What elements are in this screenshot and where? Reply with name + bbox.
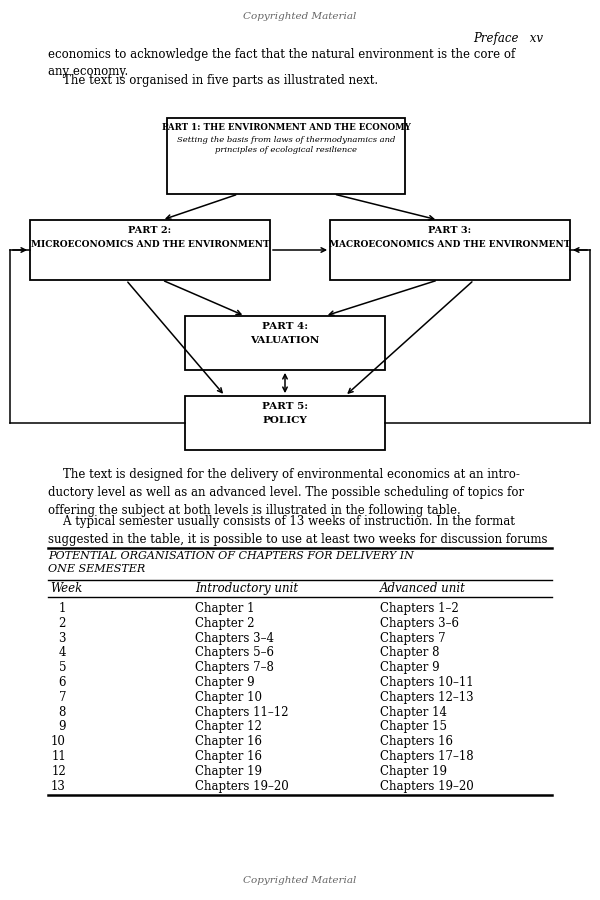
Text: Chapters 3–6: Chapters 3–6	[380, 616, 459, 630]
Text: 4: 4	[59, 646, 66, 660]
Text: Chapters 16: Chapters 16	[380, 735, 453, 748]
Text: 11: 11	[51, 750, 66, 763]
Bar	[185, 396, 385, 450]
Text: Chapters 11–12: Chapters 11–12	[195, 706, 289, 718]
Text: MICROECONOMICS AND THE ENVIRONMENT: MICROECONOMICS AND THE ENVIRONMENT	[31, 240, 269, 249]
Text: Chapters 12–13: Chapters 12–13	[380, 691, 473, 704]
Text: 3: 3	[59, 632, 66, 644]
Text: economics to acknowledge the fact that the natural environment is the core of
an: economics to acknowledge the fact that t…	[48, 48, 515, 78]
Text: Chapters 19–20: Chapters 19–20	[380, 779, 474, 793]
Bar	[30, 220, 270, 280]
Text: POTENTIAL ORGANISATION OF CHAPTERS FOR DELIVERY IN
ONE SEMESTER: POTENTIAL ORGANISATION OF CHAPTERS FOR D…	[48, 551, 414, 574]
Text: Chapter 19: Chapter 19	[380, 765, 447, 778]
Text: Chapter 1: Chapter 1	[195, 602, 254, 615]
Text: Chapter 10: Chapter 10	[195, 691, 262, 704]
Text: 10: 10	[51, 735, 66, 748]
Text: Chapters 10–11: Chapters 10–11	[380, 676, 473, 689]
Text: A typical semester usually consists of 13 weeks of instruction. In the format
su: A typical semester usually consists of 1…	[48, 515, 548, 546]
Bar	[167, 118, 405, 194]
Text: Chapters 17–18: Chapters 17–18	[380, 750, 473, 763]
Text: Chapter 9: Chapter 9	[195, 676, 254, 689]
Text: Chapter 15: Chapter 15	[380, 720, 447, 733]
Text: Chapters 7–8: Chapters 7–8	[195, 662, 274, 674]
Text: Chapter 19: Chapter 19	[195, 765, 262, 778]
Bar	[185, 316, 385, 370]
Text: 7: 7	[59, 691, 66, 704]
Text: PART 4:: PART 4:	[262, 322, 308, 331]
Text: 2: 2	[59, 616, 66, 630]
Text: Chapters 5–6: Chapters 5–6	[195, 646, 274, 660]
Text: Copyrighted Material: Copyrighted Material	[244, 12, 356, 21]
Text: The text is organised in five parts as illustrated next.: The text is organised in five parts as i…	[48, 74, 378, 87]
Text: 5: 5	[59, 662, 66, 674]
Text: Chapter 2: Chapter 2	[195, 616, 254, 630]
Text: VALUATION: VALUATION	[250, 336, 320, 345]
Text: PART 2:: PART 2:	[128, 226, 172, 235]
Text: Chapter 14: Chapter 14	[380, 706, 447, 718]
Text: PART 1: THE ENVIRONMENT AND THE ECONOMY: PART 1: THE ENVIRONMENT AND THE ECONOMY	[161, 123, 410, 132]
Text: Chapters 19–20: Chapters 19–20	[195, 779, 289, 793]
Text: 9: 9	[59, 720, 66, 733]
Text: 6: 6	[59, 676, 66, 689]
Text: The text is designed for the delivery of environmental economics at an intro-
du: The text is designed for the delivery of…	[48, 468, 524, 517]
Text: Chapter 12: Chapter 12	[195, 720, 262, 733]
Text: MACROECONOMICS AND THE ENVIRONMENT: MACROECONOMICS AND THE ENVIRONMENT	[329, 240, 571, 249]
Text: Chapter 8: Chapter 8	[380, 646, 439, 660]
Text: 12: 12	[51, 765, 66, 778]
Text: POLICY: POLICY	[263, 416, 307, 425]
Text: Advanced unit: Advanced unit	[380, 582, 466, 595]
Text: 13: 13	[51, 779, 66, 793]
Text: Chapter 16: Chapter 16	[195, 750, 262, 763]
Text: Copyrighted Material: Copyrighted Material	[244, 876, 356, 885]
Text: Chapters 3–4: Chapters 3–4	[195, 632, 274, 644]
Text: 8: 8	[59, 706, 66, 718]
Text: Preface   xv: Preface xv	[473, 32, 543, 45]
Text: Chapters 7: Chapters 7	[380, 632, 446, 644]
Text: PART 5:: PART 5:	[262, 402, 308, 411]
Text: Chapter 16: Chapter 16	[195, 735, 262, 748]
Text: Week: Week	[50, 582, 82, 595]
Text: 1: 1	[59, 602, 66, 615]
Text: Chapter 9: Chapter 9	[380, 662, 440, 674]
Text: Chapters 1–2: Chapters 1–2	[380, 602, 459, 615]
Text: Introductory unit: Introductory unit	[195, 582, 298, 595]
Text: Setting the basis from laws of thermodynamics and
principles of ecological resil: Setting the basis from laws of thermodyn…	[177, 136, 395, 154]
Bar	[330, 220, 570, 280]
Text: PART 3:: PART 3:	[428, 226, 472, 235]
